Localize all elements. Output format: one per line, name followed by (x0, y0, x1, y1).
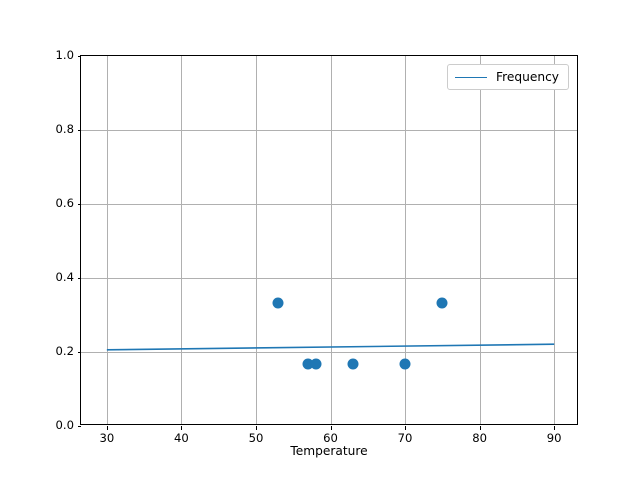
x-axis-tick-label: 60 (323, 431, 338, 445)
scatter-point (436, 297, 448, 309)
y-axis-tick-label: 0.2 (55, 344, 74, 359)
gridline-vertical (255, 56, 257, 424)
x-axis-tick-label: 30 (99, 431, 115, 445)
gridline-horizontal (81, 130, 577, 131)
x-axis-tick (106, 426, 108, 430)
scatter-point (302, 358, 314, 370)
y-axis-tick (77, 426, 81, 427)
y-axis-tick (77, 56, 81, 57)
y-axis-tick (77, 204, 81, 205)
gridline-horizontal (81, 278, 577, 279)
x-axis-tick-label: 90 (546, 431, 562, 445)
y-axis-tick-label: 0.6 (55, 196, 74, 211)
gridline-vertical (106, 56, 108, 424)
x-axis-tick (255, 426, 257, 430)
scatter-point (399, 358, 411, 370)
scatter-point (347, 358, 359, 370)
x-axis-tick-label: 40 (174, 431, 189, 445)
y-axis-tick-label: 1.0 (55, 48, 74, 63)
gridline-vertical (554, 56, 556, 424)
data-layer (81, 56, 577, 424)
gridline-vertical (330, 56, 332, 424)
x-axis-tick (554, 426, 556, 430)
x-axis-tick (181, 426, 183, 430)
x-axis-tick-label: 70 (397, 431, 413, 445)
x-axis-tick (479, 426, 481, 430)
plot-axes: 30 40 50 60 70 80 90 0.0 0.2 0.4 0.6 0.8 1.0 Frequen… (56, 50, 578, 444)
legend: Frequency (447, 64, 569, 90)
gridline-vertical (181, 56, 183, 424)
x-axis-tick-label: 80 (472, 431, 487, 445)
gridline-vertical (405, 56, 407, 424)
gridline-horizontal (81, 352, 577, 353)
gridline-vertical (479, 56, 481, 424)
x-axis-label: Temperature (290, 444, 368, 458)
x-axis-tick-label: 50 (248, 431, 264, 445)
legend-line-swatch-frequency (455, 76, 488, 78)
y-axis-tick (77, 352, 81, 353)
legend-label-frequency: Frequency (496, 70, 559, 84)
x-axis-tick (405, 426, 407, 430)
y-axis-tick-label: 0.0 (55, 418, 74, 433)
y-axis-tick (77, 130, 81, 131)
scatter-point (272, 297, 284, 309)
y-axis-tick-label: 0.4 (55, 270, 74, 285)
y-axis-tick (77, 278, 81, 279)
trend-line-series (106, 343, 555, 351)
x-axis-tick (330, 426, 332, 430)
scatter-point (310, 358, 322, 370)
y-axis-tick-label: 0.8 (55, 122, 74, 137)
gridline-horizontal (81, 204, 577, 205)
